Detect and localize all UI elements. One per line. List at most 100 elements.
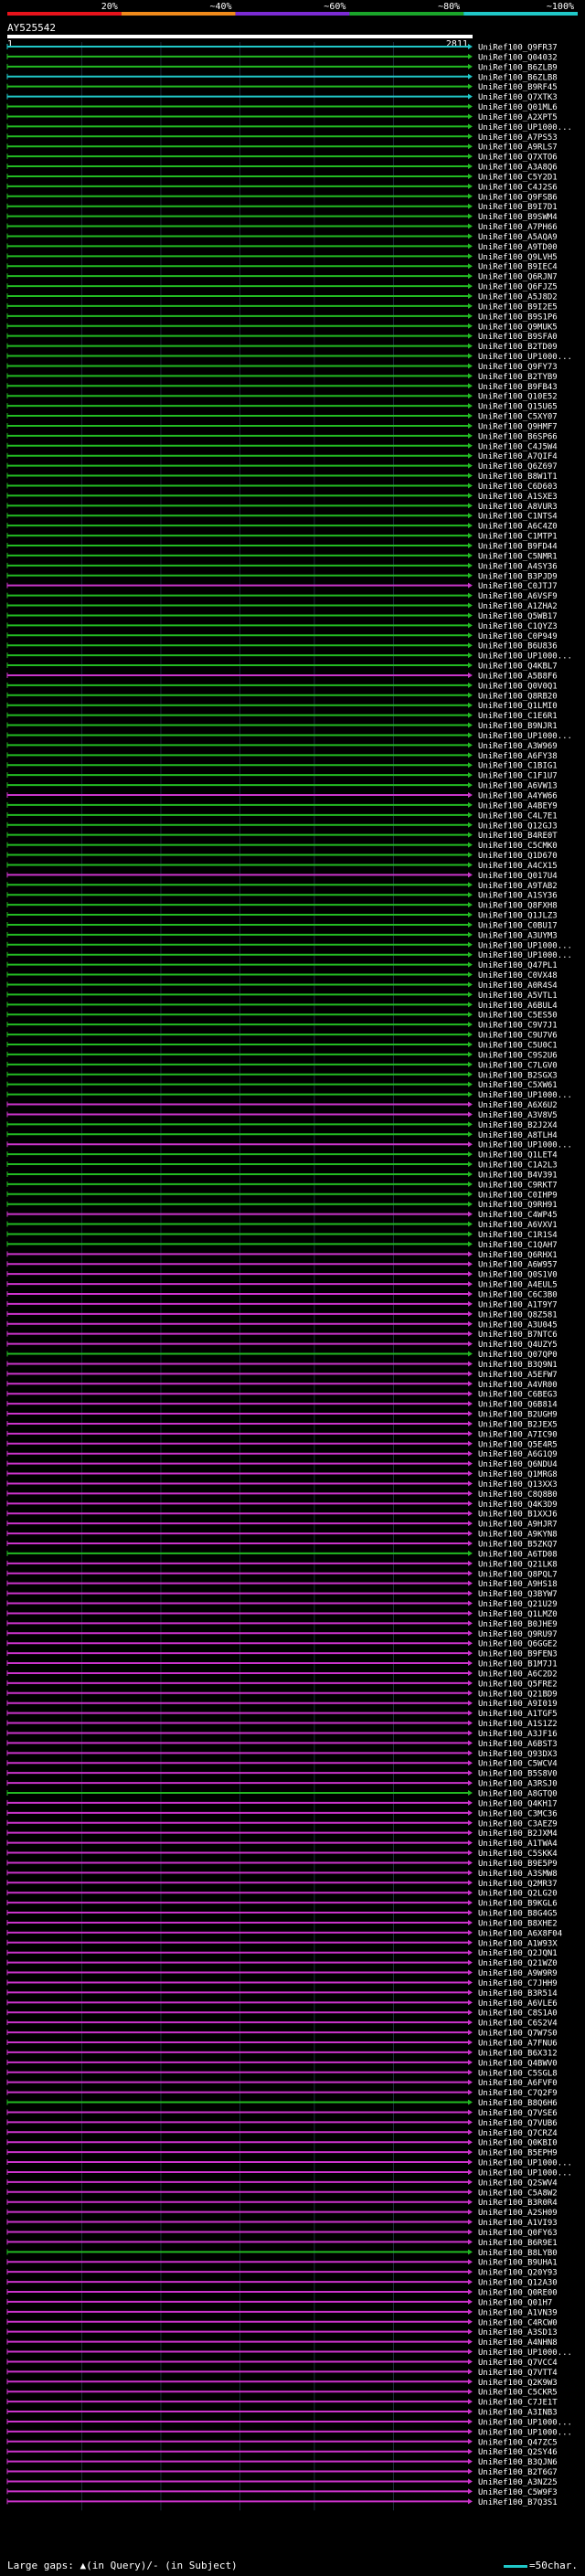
hit-label[interactable]: UniRef100_B9IEC4 <box>478 263 558 272</box>
hit-label[interactable]: UniRef100_C5SKK4 <box>478 1850 558 1859</box>
hit-row[interactable]: UniRef100_Q7XTO6 <box>6 154 558 163</box>
hit-row[interactable]: UniRef100_A6BUL4 <box>6 1002 558 1011</box>
hit-label[interactable]: UniRef100_A7PS53 <box>478 133 558 143</box>
hit-label[interactable]: UniRef100_B1M7J1 <box>478 1660 558 1670</box>
hit-label[interactable]: UniRef100_Q4K3D9 <box>478 1500 558 1510</box>
hit-row[interactable]: UniRef100_A4EUL5 <box>6 1281 558 1290</box>
hit-row[interactable]: UniRef100_A9I019 <box>6 1700 558 1709</box>
hit-row[interactable]: UniRef100_A6W957 <box>6 1261 558 1270</box>
hit-row[interactable]: UniRef100_A6FVF0 <box>6 2079 558 2088</box>
hit-row[interactable]: UniRef100_A1ZHA2 <box>6 602 558 611</box>
hit-label[interactable]: UniRef100_B8LYB0 <box>478 2249 558 2258</box>
hit-label[interactable]: UniRef100_Q0RE00 <box>478 2289 558 2298</box>
hit-row[interactable]: UniRef100_A8VUR3 <box>6 503 558 512</box>
hit-label[interactable]: UniRef100_C0VX48 <box>478 971 558 981</box>
hit-row[interactable]: UniRef100_A1SY36 <box>6 892 558 901</box>
hit-row[interactable]: UniRef100_B7NTC6 <box>6 1330 558 1340</box>
hit-row[interactable]: UniRef100_UP1000... <box>6 2159 572 2168</box>
hit-row[interactable]: UniRef100_Q01ML6 <box>6 103 558 112</box>
hit-row[interactable]: UniRef100_C8Q8B0 <box>6 1490 558 1500</box>
hit-row[interactable]: UniRef100_Q5E4R5 <box>6 1440 558 1449</box>
hit-row[interactable]: UniRef100_Q9FY73 <box>6 363 558 372</box>
hit-label[interactable]: UniRef100_Q9FSB6 <box>478 193 558 202</box>
hit-row[interactable]: UniRef100_B9FD44 <box>6 543 558 552</box>
hit-row[interactable]: UniRef100_C5CMK0 <box>6 842 558 851</box>
hit-row[interactable]: UniRef100_Q5FRE2 <box>6 1680 558 1689</box>
hit-row[interactable]: UniRef100_C0IHP9 <box>6 1191 558 1200</box>
hit-label[interactable]: UniRef100_Q7CRZ4 <box>478 2129 558 2138</box>
hit-label[interactable]: UniRef100_B7Q3S1 <box>478 2498 558 2507</box>
hit-label[interactable]: UniRef100_Q2SWV4 <box>478 2178 558 2188</box>
hit-row[interactable]: UniRef100_Q2JQN1 <box>6 1949 558 1958</box>
hit-row[interactable]: UniRef100_C1MTP1 <box>6 533 558 542</box>
hit-label[interactable]: UniRef100_C6S2V4 <box>478 2019 558 2029</box>
hit-row[interactable]: UniRef100_B9RF45 <box>6 83 558 92</box>
hit-label[interactable]: UniRef100_Q9LVH5 <box>478 253 558 262</box>
hit-label[interactable]: UniRef100_B2T6G7 <box>478 2468 558 2477</box>
hit-label[interactable]: UniRef100_Q1MRG8 <box>478 1470 558 1479</box>
hit-label[interactable]: UniRef100_A3W969 <box>478 742 558 751</box>
hit-label[interactable]: UniRef100_B4V391 <box>478 1171 558 1180</box>
hit-row[interactable]: UniRef100_C9RKT7 <box>6 1181 558 1190</box>
hit-row[interactable]: UniRef100_C9U7V6 <box>6 1032 558 1041</box>
hit-label[interactable]: UniRef100_Q04032 <box>478 53 558 62</box>
hit-row[interactable]: UniRef100_Q8PQL7 <box>6 1570 558 1579</box>
hit-label[interactable]: UniRef100_Q2K9W3 <box>478 2379 558 2388</box>
hit-row[interactable]: UniRef100_C1R1S4 <box>6 1231 558 1240</box>
hit-row[interactable]: UniRef100_Q1MRG8 <box>6 1470 558 1479</box>
hit-label[interactable]: UniRef100_C0P949 <box>478 632 558 641</box>
hit-label[interactable]: UniRef100_C9U7V6 <box>478 1032 558 1041</box>
hit-row[interactable]: UniRef100_Q4KH17 <box>6 1799 558 1808</box>
hit-row[interactable]: UniRef100_A1TWA4 <box>6 1839 558 1849</box>
hit-label[interactable]: UniRef100_B6X312 <box>478 2049 558 2058</box>
hit-label[interactable]: UniRef100_B8G4G5 <box>478 1910 558 1919</box>
hit-label[interactable]: UniRef100_B6ZLB8 <box>478 73 558 82</box>
hit-row[interactable]: UniRef100_C5SGL8 <box>6 2069 558 2078</box>
hit-row[interactable]: UniRef100_C3MC36 <box>6 1809 558 1818</box>
hit-label[interactable]: UniRef100_A5EFW7 <box>478 1371 558 1380</box>
hit-row[interactable]: UniRef100_A5AQA9 <box>6 233 558 242</box>
hit-label[interactable]: UniRef100_B9E5P9 <box>478 1860 558 1869</box>
hit-row[interactable]: UniRef100_C5ES50 <box>6 1012 558 1021</box>
hit-label[interactable]: UniRef100_C1QYZ3 <box>478 622 558 631</box>
hit-row[interactable]: UniRef100_A3V8V5 <box>6 1111 558 1120</box>
hit-row[interactable]: UniRef100_UP1000... <box>6 2168 572 2178</box>
hit-row[interactable]: UniRef100_Q7XTK3 <box>6 93 558 102</box>
hit-row[interactable]: UniRef100_A7FNU6 <box>6 2040 558 2049</box>
hit-row[interactable]: UniRef100_UP1000... <box>6 123 572 133</box>
hit-label[interactable]: UniRef100_A7QIF4 <box>478 452 558 461</box>
hit-row[interactable]: UniRef100_Q6GGE2 <box>6 1640 558 1649</box>
hit-label[interactable]: UniRef100_Q07QP0 <box>478 1351 558 1360</box>
hit-row[interactable]: UniRef100_Q2LG20 <box>6 1890 558 1899</box>
hit-label[interactable]: UniRef100_A3SMW8 <box>478 1870 558 1879</box>
hit-row[interactable]: UniRef100_C5XW61 <box>6 1081 558 1090</box>
hit-row[interactable]: UniRef100_Q9RU97 <box>6 1630 558 1639</box>
hit-label[interactable]: UniRef100_Q7VTT4 <box>478 2369 558 2378</box>
hit-label[interactable]: UniRef100_A3NZ25 <box>478 2478 558 2487</box>
hit-label[interactable]: UniRef100_C6D603 <box>478 482 558 492</box>
hit-label[interactable]: UniRef100_B9SWM4 <box>478 213 558 222</box>
hit-row[interactable]: UniRef100_A9HJR7 <box>6 1521 558 1530</box>
hit-label[interactable]: UniRef100_C6BEG3 <box>478 1391 558 1400</box>
hit-label[interactable]: UniRef100_A8VUR3 <box>478 503 558 512</box>
hit-row[interactable]: UniRef100_A4SY36 <box>6 562 558 571</box>
hit-row[interactable]: UniRef100_B2J2X4 <box>6 1121 558 1130</box>
hit-label[interactable]: UniRef100_B9UHA1 <box>478 2259 558 2268</box>
hit-label[interactable]: UniRef100_Q7VSE6 <box>478 2109 558 2118</box>
hit-label[interactable]: UniRef100_A9I019 <box>478 1700 558 1709</box>
hit-label[interactable]: UniRef100_A3SD13 <box>478 2328 558 2337</box>
hit-label[interactable]: UniRef100_C1F1U7 <box>478 772 558 781</box>
hit-label[interactable]: UniRef100_B4RE0T <box>478 832 558 841</box>
hit-row[interactable]: UniRef100_Q47ZC5 <box>6 2438 558 2447</box>
hit-row[interactable]: UniRef100_A5VTL1 <box>6 991 558 1001</box>
hit-row[interactable]: UniRef100_C4L7E1 <box>6 811 558 821</box>
hit-label[interactable]: UniRef100_A0R4S4 <box>478 981 558 991</box>
hit-label[interactable]: UniRef100_B9I7D1 <box>478 203 558 212</box>
hit-label[interactable]: UniRef100_A6C4Z0 <box>478 523 558 532</box>
hit-label[interactable]: UniRef100_Q9RU97 <box>478 1630 558 1639</box>
hit-label[interactable]: UniRef100_C7JHH9 <box>478 1979 558 1988</box>
hit-label[interactable]: UniRef100_B2J2X4 <box>478 1121 558 1130</box>
hit-label[interactable]: UniRef100_C5NMR1 <box>478 552 558 561</box>
hit-label[interactable]: UniRef100_C0BU17 <box>478 921 558 930</box>
hit-row[interactable]: UniRef100_B2TYB9 <box>6 373 558 382</box>
